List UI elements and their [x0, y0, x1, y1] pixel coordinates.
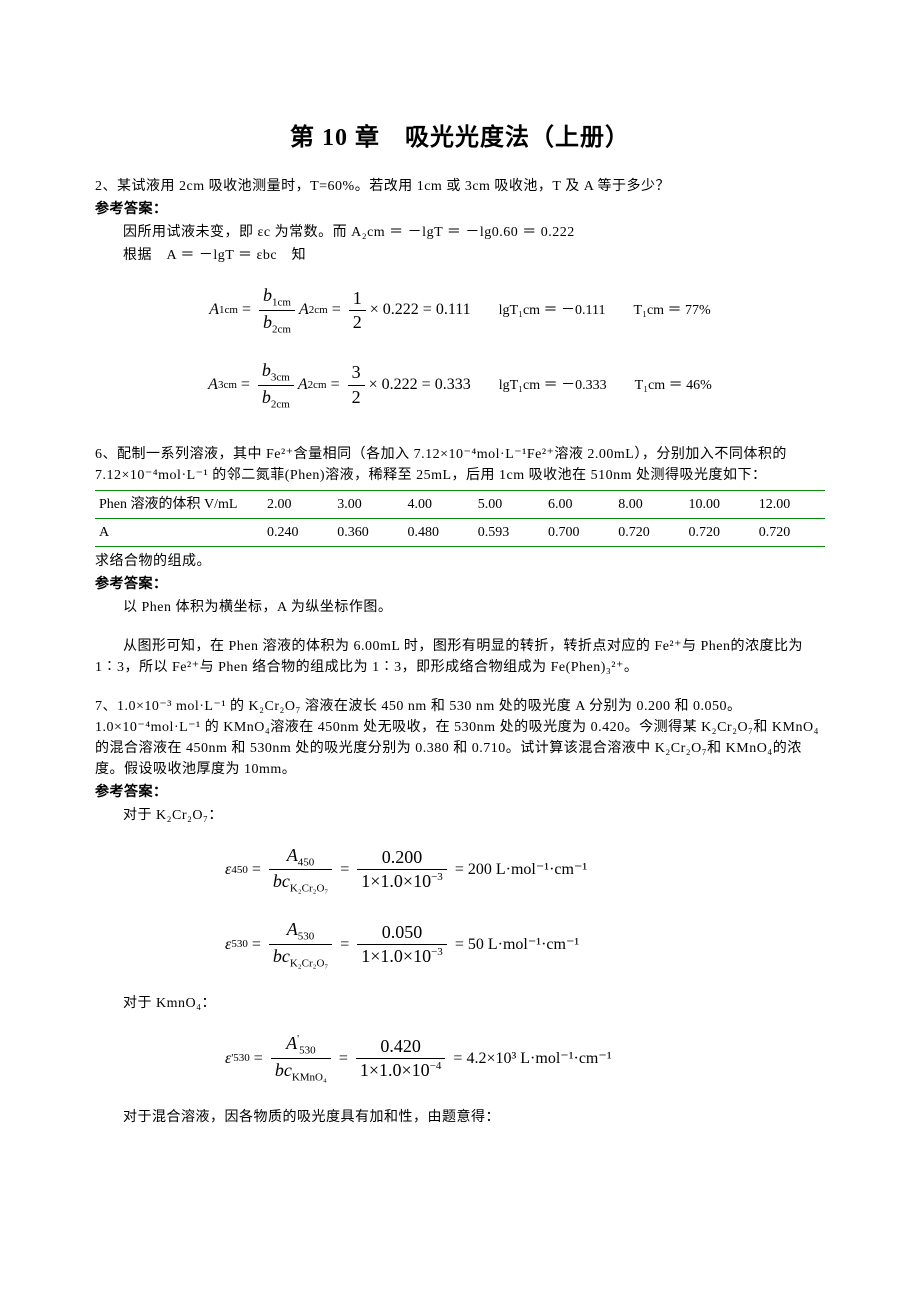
q7-formula-1: ε450 = A450 bcK₂Cr₂O₇ = 0.200 1×1.0×10−3…	[95, 844, 825, 897]
q2-prompt: 2、某试液用 2cm 吸收池测量时，T=60%。若改用 1cm 或 3cm 吸收…	[95, 176, 825, 197]
q7-l3: 对于混合溶液，因各物质的吸光度具有加和性，由题意得：	[95, 1107, 825, 1128]
q2-formula-2: A3cm = b3cm b2cm A2cm = 3 2 × 0.222 = 0.…	[95, 359, 825, 412]
q6-answer-label: 参考答案：	[95, 574, 825, 595]
chapter-title: 第 10 章 吸光光度法（上册）	[95, 120, 825, 156]
q6-a1: 以 Phen 体积为横坐标，A 为纵坐标作图。	[95, 597, 825, 618]
q7-formula-3: ε'530 = A'530 bcKMnO₄ = 0.420 1×1.0×10−4…	[95, 1032, 825, 1085]
q7-l2: 对于 KmnO₄：	[95, 993, 825, 1014]
q6-a2: 从图形可知，在 Phen 溶液的体积为 6.00mL 时，图形有明显的转折，转折…	[95, 636, 825, 678]
page: 第 10 章 吸光光度法（上册） 2、某试液用 2cm 吸收池测量时，T=60%…	[0, 0, 920, 1170]
q2-line2: 根据 A ＝ －lgT ＝ εbc 知	[95, 245, 825, 266]
q2-answer-label: 参考答案：	[95, 199, 825, 220]
q6-prompt: 6、配制一系列溶液，其中 Fe²⁺含量相同（各加入 7.12×10⁻⁴mol·L…	[95, 444, 825, 486]
q7-prompt: 7、1.0×10⁻³ mol·L⁻¹ 的 K₂Cr₂O₇ 溶液在波长 450 n…	[95, 696, 825, 780]
q7-answer-label: 参考答案：	[95, 782, 825, 803]
q7-l1: 对于 K₂Cr₂O₇：	[95, 805, 825, 826]
q6-after-table: 求络合物的组成。	[95, 551, 825, 572]
q2-formula-1: A1cm = b1cm b2cm A2cm = 1 2 × 0.222 = 0.…	[95, 284, 825, 337]
q6-table: Phen 溶液的体积 V/mL 2.003.004.005.00 6.008.0…	[95, 490, 825, 547]
q2-line1: 因所用试液未变，即 εc 为常数。而 A₂cm ＝ －lgT ＝ －lg0.60…	[95, 222, 825, 243]
q7-formula-2: ε530 = A530 bcK₂Cr₂O₇ = 0.050 1×1.0×10−3…	[95, 918, 825, 971]
